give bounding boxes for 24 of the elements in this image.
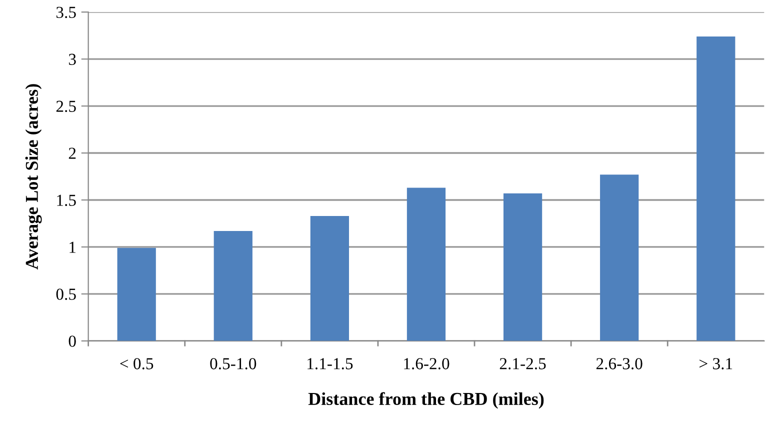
y-tick-label: 0: [68, 336, 76, 347]
bar: [696, 36, 736, 341]
y-tick-label: 3.5: [56, 6, 76, 18]
x-tick-label: 2.1-2.5: [500, 358, 546, 370]
bar: [310, 216, 349, 341]
x-tick-label: 0.5-1.0: [210, 358, 256, 370]
y-tick-label: 2.5: [56, 100, 76, 112]
y-axis-title: Average Lot Size (acres): [25, 84, 42, 270]
x-tick-label: < 0.5: [120, 358, 154, 370]
x-tick-label: > 3.1: [700, 358, 732, 370]
y-tick-label: 0.5: [56, 288, 76, 300]
x-tick-label: 2.6-3.0: [596, 358, 642, 370]
x-tick-label: 1.6-2.0: [404, 358, 450, 370]
bar: [406, 188, 446, 341]
y-tick-label: 1: [70, 242, 76, 253]
bar: [503, 193, 542, 341]
x-axis-title: Distance from the CBD (miles): [308, 392, 544, 409]
y-tick-label: 3: [68, 54, 76, 65]
y-tick-label: 2: [68, 148, 76, 159]
y-tick-label: 1.5: [57, 194, 76, 206]
bar: [117, 248, 156, 341]
x-tick-label: 1.1-1.5: [308, 358, 353, 370]
bar: [600, 174, 639, 341]
bar: [214, 230, 252, 341]
